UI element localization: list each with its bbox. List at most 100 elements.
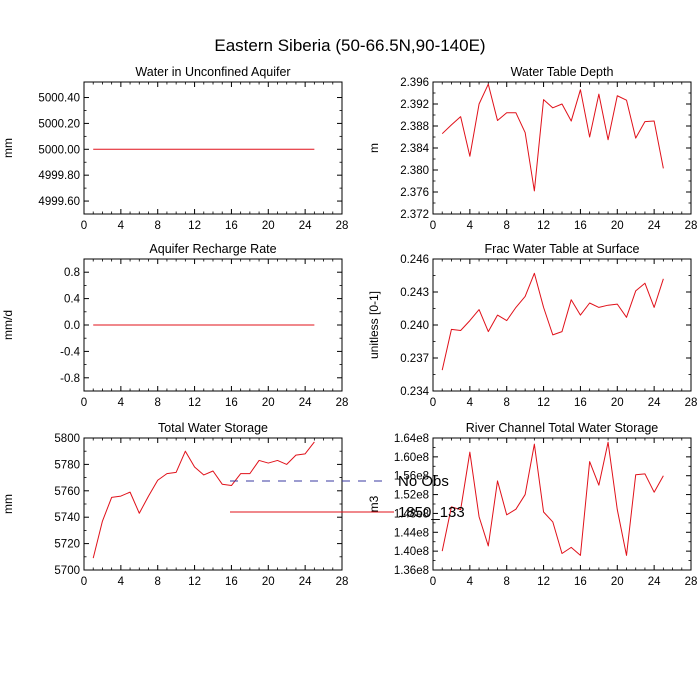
panel-3-ylabel: mm/d: [1, 310, 15, 340]
panel-5-ytick-label: 5720: [54, 539, 80, 551]
panel-4-xtick-label: 8: [504, 397, 510, 409]
panel-3-ytick-label: 0.0: [64, 320, 80, 332]
panel-2-ylabel: m: [367, 143, 381, 153]
panel-6-ytick-label: 1.60e8: [394, 452, 429, 464]
panel-5-ytick-label: 5800: [54, 433, 80, 445]
panel-5-xtick-label: 8: [155, 576, 161, 588]
panel-5-xtick-label: 4: [118, 576, 125, 588]
panel-6-ytick-label: 1.40e8: [394, 546, 429, 558]
panel-1-ylabel: mm: [1, 138, 15, 158]
panel-1-ytick-label: 4999.80: [38, 170, 80, 182]
panel-6-ytick-label: 1.64e8: [394, 433, 429, 445]
panel-2-xtick-label: 16: [574, 220, 587, 232]
panel-5-frame: [83, 437, 343, 571]
panel-4-xtick-label: 12: [537, 397, 550, 409]
panel-6-xtick-label: 4: [467, 576, 474, 588]
panel-1-xtick-label: 16: [225, 220, 238, 232]
panel-3-ytick-label: 0.4: [64, 294, 81, 306]
panel-5-ytick-label: 5700: [54, 565, 80, 577]
panel-2-ytick-label: 2.388: [400, 121, 429, 133]
panel-4: Frac Water Table at Surface 0 4 8 12 16 20 24 28…: [367, 242, 697, 409]
panel-2-ytick-label: 2.372: [400, 209, 429, 221]
panel-3: Aquifer Recharge Rate 0 4 8 12 16 20 24 28 -0.8 -0…: [1, 242, 348, 409]
panel-6-xtick-label: 28: [685, 576, 698, 588]
panel-2-title: Water Table Depth: [511, 65, 614, 79]
panel-5-ytick-label: 5760: [54, 486, 80, 498]
panel-1-ytick-label: 5000.00: [38, 144, 80, 156]
panel-6-xtick-label: 24: [648, 576, 661, 588]
panel-6-ylabel: m3: [367, 495, 381, 512]
panel-1-ytick-label: 5000.20: [38, 118, 80, 130]
panel-1-xtick-label: 20: [262, 220, 275, 232]
panel-3-xtick-label: 16: [225, 397, 238, 409]
panel-2-series-line: [441, 83, 664, 192]
panel-5-xtick-label: 12: [188, 576, 201, 588]
panel-6-ytick-label: 1.44e8: [394, 527, 429, 539]
panel-2-ytick-label: 2.384: [400, 143, 429, 155]
panel-5-series-line: [92, 441, 315, 559]
legend: No Obs 1850_133: [230, 473, 465, 521]
panel-6-xtick-label: 16: [574, 576, 587, 588]
panel-2-xtick-label: 24: [648, 220, 661, 232]
panel-4-ytick-label: 0.234: [400, 386, 429, 398]
figure-title: Eastern Siberia (50-66.5N,90-140E): [214, 36, 485, 55]
panel-3-ytick-label: -0.4: [60, 346, 80, 358]
panel-4-title: Frac Water Table at Surface: [485, 242, 640, 256]
panel-6-xtick-label: 12: [537, 576, 550, 588]
panel-6-ytick-label: 1.36e8: [394, 565, 429, 577]
legend-label-1850-133: 1850_133: [398, 504, 465, 521]
panel-3-ytick-label: 0.8: [64, 267, 80, 279]
panel-1-xtick-label: 0: [81, 220, 87, 232]
panel-3-title: Aquifer Recharge Rate: [149, 242, 276, 256]
panel-3-xtick-label: 4: [118, 397, 125, 409]
panel-1: Water in Unconfined Aquifer 0 4 8 12 16 20 24 28…: [1, 65, 348, 232]
panel-6-ytick-label: 1.52e8: [394, 490, 429, 502]
panel-4-frame: [432, 258, 692, 392]
panel-4-ytick-label: 0.246: [400, 254, 429, 266]
panel-4-xtick-label: 28: [685, 397, 698, 409]
panel-1-ytick-label: 4999.60: [38, 196, 80, 208]
panel-1-xtick-label: 8: [155, 220, 161, 232]
panel-5-xtick-label: 16: [225, 576, 238, 588]
panel-3-xtick-label: 8: [155, 397, 161, 409]
panel-6-ytick-label: 1.48e8: [394, 508, 429, 520]
panel-6-xtick-label: 8: [504, 576, 510, 588]
panel-2-ytick-label: 2.392: [400, 99, 429, 111]
panel-4-ylabel: unitless [0-1]: [367, 291, 381, 359]
panel-5-xtick-label: 20: [262, 576, 275, 588]
panel-3-ytick-label: -0.8: [60, 373, 80, 385]
panel-6-xtick-label: 0: [430, 576, 436, 588]
panel-4-xtick-label: 16: [574, 397, 587, 409]
panel-2-xtick-label: 0: [430, 220, 436, 232]
panel-2-ytick-label: 2.380: [400, 165, 429, 177]
panel-2-xtick-label: 12: [537, 220, 550, 232]
panel-4-ytick-label: 0.237: [400, 353, 429, 365]
panel-1-xtick-label: 12: [188, 220, 201, 232]
panel-5-title: Total Water Storage: [158, 421, 268, 435]
panel-5-ytick-label: 5780: [54, 459, 80, 471]
panel-6-ytick-label: 1.56e8: [394, 471, 429, 483]
legend-label-no-obs: No Obs: [398, 473, 449, 490]
panel-2-xtick-label: 4: [467, 220, 474, 232]
panel-2-xtick-label: 28: [685, 220, 698, 232]
panel-3-xtick-label: 12: [188, 397, 201, 409]
panel-3-xtick-label: 28: [336, 397, 349, 409]
panel-5-xtick-label: 28: [336, 576, 349, 588]
panel-1-title: Water in Unconfined Aquifer: [135, 65, 290, 79]
panel-4-xtick-label: 24: [648, 397, 661, 409]
panel-4-xtick-label: 4: [467, 397, 474, 409]
panel-6: River Channel Total Water Storage 0 4 8 12 16…: [367, 421, 697, 588]
panel-3-xtick-label: 24: [299, 397, 312, 409]
panel-2-xtick-label: 8: [504, 220, 510, 232]
panel-5-ytick-label: 5740: [54, 512, 80, 524]
panels: Water in Unconfined Aquifer 0 4 8 12 16 20 24 28…: [1, 65, 697, 588]
panel-4-ytick-label: 0.240: [400, 320, 429, 332]
panel-5: Total Water Storage 0 4 8 12 16 20 24 28 5700 5720…: [1, 421, 348, 588]
panel-5-xtick-label: 24: [299, 576, 312, 588]
panel-1-xtick-label: 4: [118, 220, 125, 232]
panel-5-ylabel: mm: [1, 494, 15, 514]
panel-2-xtick-label: 20: [611, 220, 624, 232]
panel-1-xtick-label: 28: [336, 220, 349, 232]
panel-5-xtick-label: 0: [81, 576, 87, 588]
